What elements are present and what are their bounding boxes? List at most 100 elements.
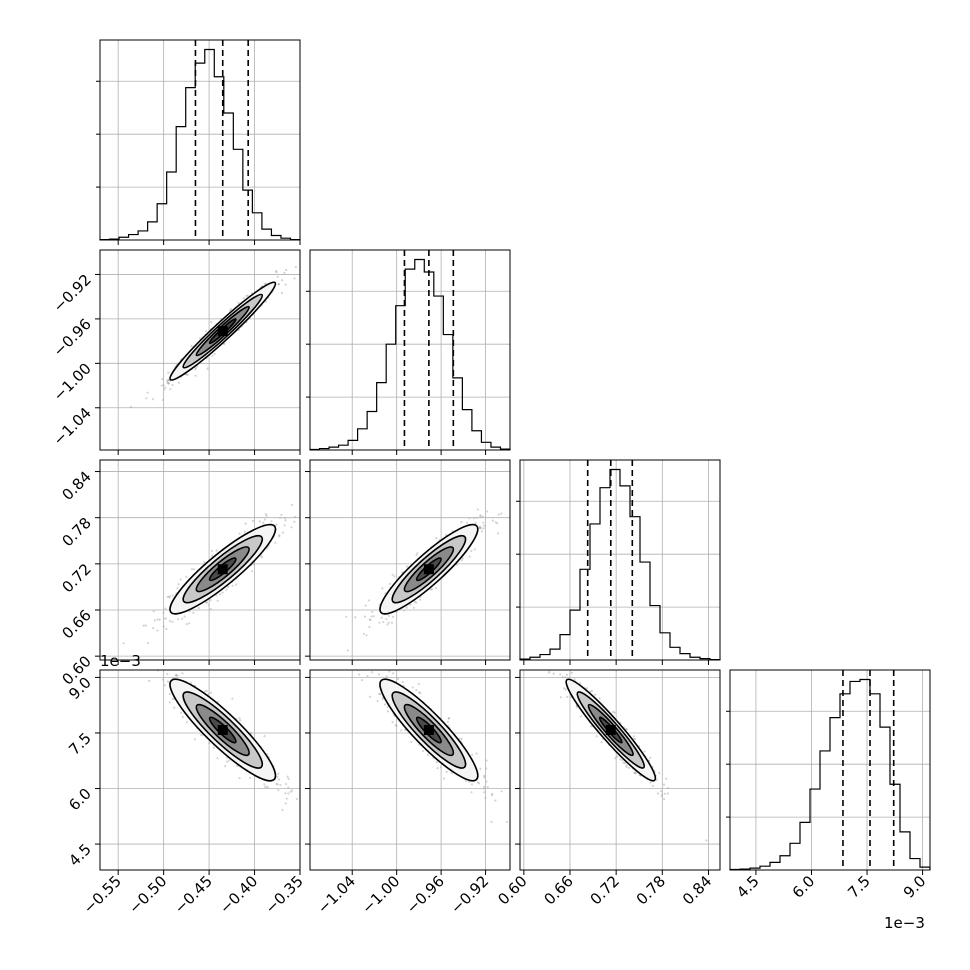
sample-point xyxy=(188,610,191,613)
sample-point xyxy=(248,776,251,780)
sample-point xyxy=(465,521,469,524)
sample-point xyxy=(378,621,381,624)
sample-point xyxy=(500,512,503,515)
sample-point xyxy=(387,621,390,624)
density-peak xyxy=(217,326,228,337)
sample-point xyxy=(264,300,268,303)
sample-point xyxy=(242,297,246,300)
sample-point xyxy=(215,549,218,552)
sample-point xyxy=(371,610,374,614)
sample-point xyxy=(552,672,555,675)
x-tick-label: 0.66 xyxy=(540,872,576,908)
y-tick-label: −1.04 xyxy=(50,404,95,449)
sample-point xyxy=(168,692,171,696)
histogram-step xyxy=(729,678,931,871)
sample-point xyxy=(177,381,180,384)
sample-point xyxy=(442,777,445,780)
sample-point xyxy=(666,792,670,795)
panel-frame xyxy=(309,249,511,451)
sample-point xyxy=(277,772,280,775)
sample-point xyxy=(166,380,169,383)
sample-point xyxy=(146,391,149,394)
sample-point xyxy=(193,738,196,741)
sample-point xyxy=(413,600,417,603)
sample-point xyxy=(285,782,288,786)
sample-point xyxy=(478,527,481,530)
sample-point xyxy=(295,797,298,801)
sample-point xyxy=(152,610,155,613)
sample-point xyxy=(200,734,203,737)
sample-point xyxy=(213,352,216,356)
sample-point xyxy=(164,386,167,389)
sample-point xyxy=(290,526,293,529)
y-tick-label: 0.78 xyxy=(58,514,94,550)
sample-point xyxy=(613,711,617,714)
sample-point xyxy=(651,784,654,788)
sample-point xyxy=(632,735,636,738)
sample-point xyxy=(185,623,188,626)
sample-point xyxy=(293,277,296,280)
sample-point xyxy=(418,691,421,694)
sample-point xyxy=(559,673,562,676)
x-tick-label: −0.35 xyxy=(262,872,307,917)
sample-point xyxy=(145,397,148,400)
sample-point xyxy=(294,265,297,269)
sample-point xyxy=(386,705,389,708)
sample-point xyxy=(177,583,180,586)
panel-frame xyxy=(99,669,301,871)
sample-point xyxy=(226,585,229,589)
sample-point xyxy=(284,802,287,805)
y-tick-label: −0.96 xyxy=(50,315,95,360)
sample-point xyxy=(229,308,233,311)
sample-point xyxy=(190,345,193,348)
sample-point xyxy=(168,596,171,599)
sample-point xyxy=(479,767,482,771)
sample-point xyxy=(598,697,601,700)
sample-point xyxy=(167,382,171,385)
sample-point xyxy=(478,526,481,529)
y-tick-label: 6.0 xyxy=(65,785,95,815)
sample-point xyxy=(419,598,422,601)
sample-point xyxy=(600,741,603,744)
sample-point xyxy=(171,594,174,597)
sample-point xyxy=(643,750,646,753)
sample-point xyxy=(447,717,451,720)
sample-point xyxy=(197,606,200,610)
sample-point xyxy=(224,765,227,768)
sample-point xyxy=(429,588,432,591)
sample-point xyxy=(616,755,619,758)
sample-point xyxy=(260,556,263,559)
sample-point xyxy=(381,587,384,590)
sample-point xyxy=(450,772,453,775)
sample-point xyxy=(231,697,234,700)
sample-point xyxy=(205,330,208,333)
sample-point xyxy=(196,365,199,368)
sample-point xyxy=(165,627,168,631)
sample-point xyxy=(251,519,254,523)
sample-point xyxy=(285,797,288,800)
sample-point xyxy=(411,686,414,689)
sample-point xyxy=(455,563,458,566)
sample-point xyxy=(417,682,420,686)
sample-point xyxy=(563,687,566,690)
sample-point xyxy=(381,697,384,701)
sample-point xyxy=(649,756,652,760)
sample-point xyxy=(387,614,390,618)
sample-point xyxy=(470,549,473,553)
sample-point xyxy=(406,565,409,568)
sample-point xyxy=(634,737,637,740)
sample-point xyxy=(368,695,371,698)
sample-point xyxy=(388,670,391,673)
sample-point xyxy=(219,593,222,596)
sample-point xyxy=(286,775,289,778)
sample-point xyxy=(625,728,628,731)
sample-point xyxy=(500,790,503,793)
sample-point xyxy=(391,573,394,576)
sample-point xyxy=(358,673,361,676)
sample-point xyxy=(188,622,191,625)
density-peak xyxy=(423,725,434,735)
sample-point xyxy=(238,777,241,780)
sample-point xyxy=(291,789,294,792)
sample-point xyxy=(491,519,495,522)
sample-point xyxy=(346,649,349,652)
